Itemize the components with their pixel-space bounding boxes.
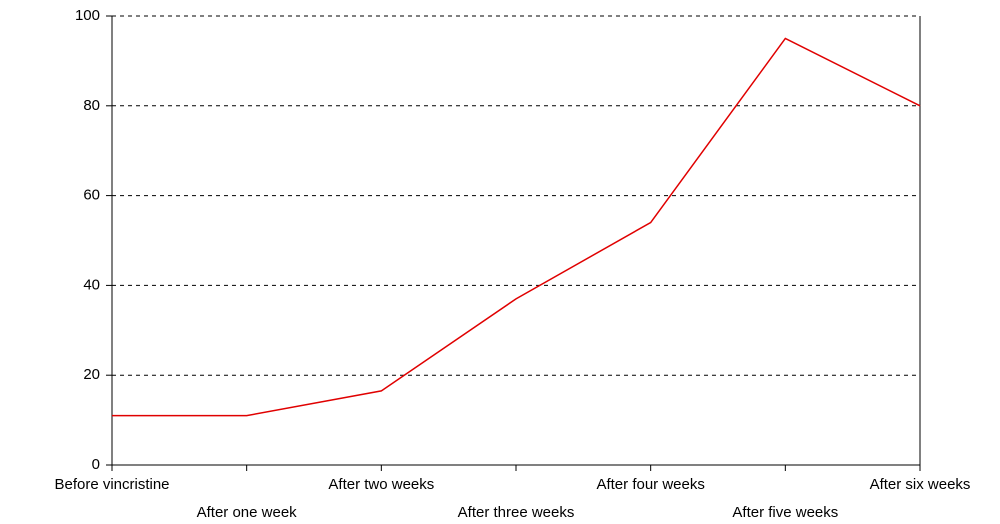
x-tick-label: After two weeks (328, 476, 434, 493)
y-tick-label: 80 (83, 97, 100, 114)
x-tick-label: After one week (197, 504, 298, 521)
y-tick-label: 40 (83, 276, 100, 293)
x-tick-label: After three weeks (458, 504, 575, 521)
x-tick-label: After four weeks (596, 476, 704, 493)
line-series (112, 37, 921, 417)
y-tick-label: 0 (92, 456, 100, 473)
y-tick-label: 100 (75, 7, 100, 24)
y-tick-label: 60 (83, 187, 100, 204)
x-tick-label: Before vincristine (54, 476, 169, 493)
x-tick-label: After six weeks (870, 476, 971, 493)
y-tick-label: 20 (83, 366, 100, 383)
x-tick-label: After five weeks (732, 504, 838, 521)
